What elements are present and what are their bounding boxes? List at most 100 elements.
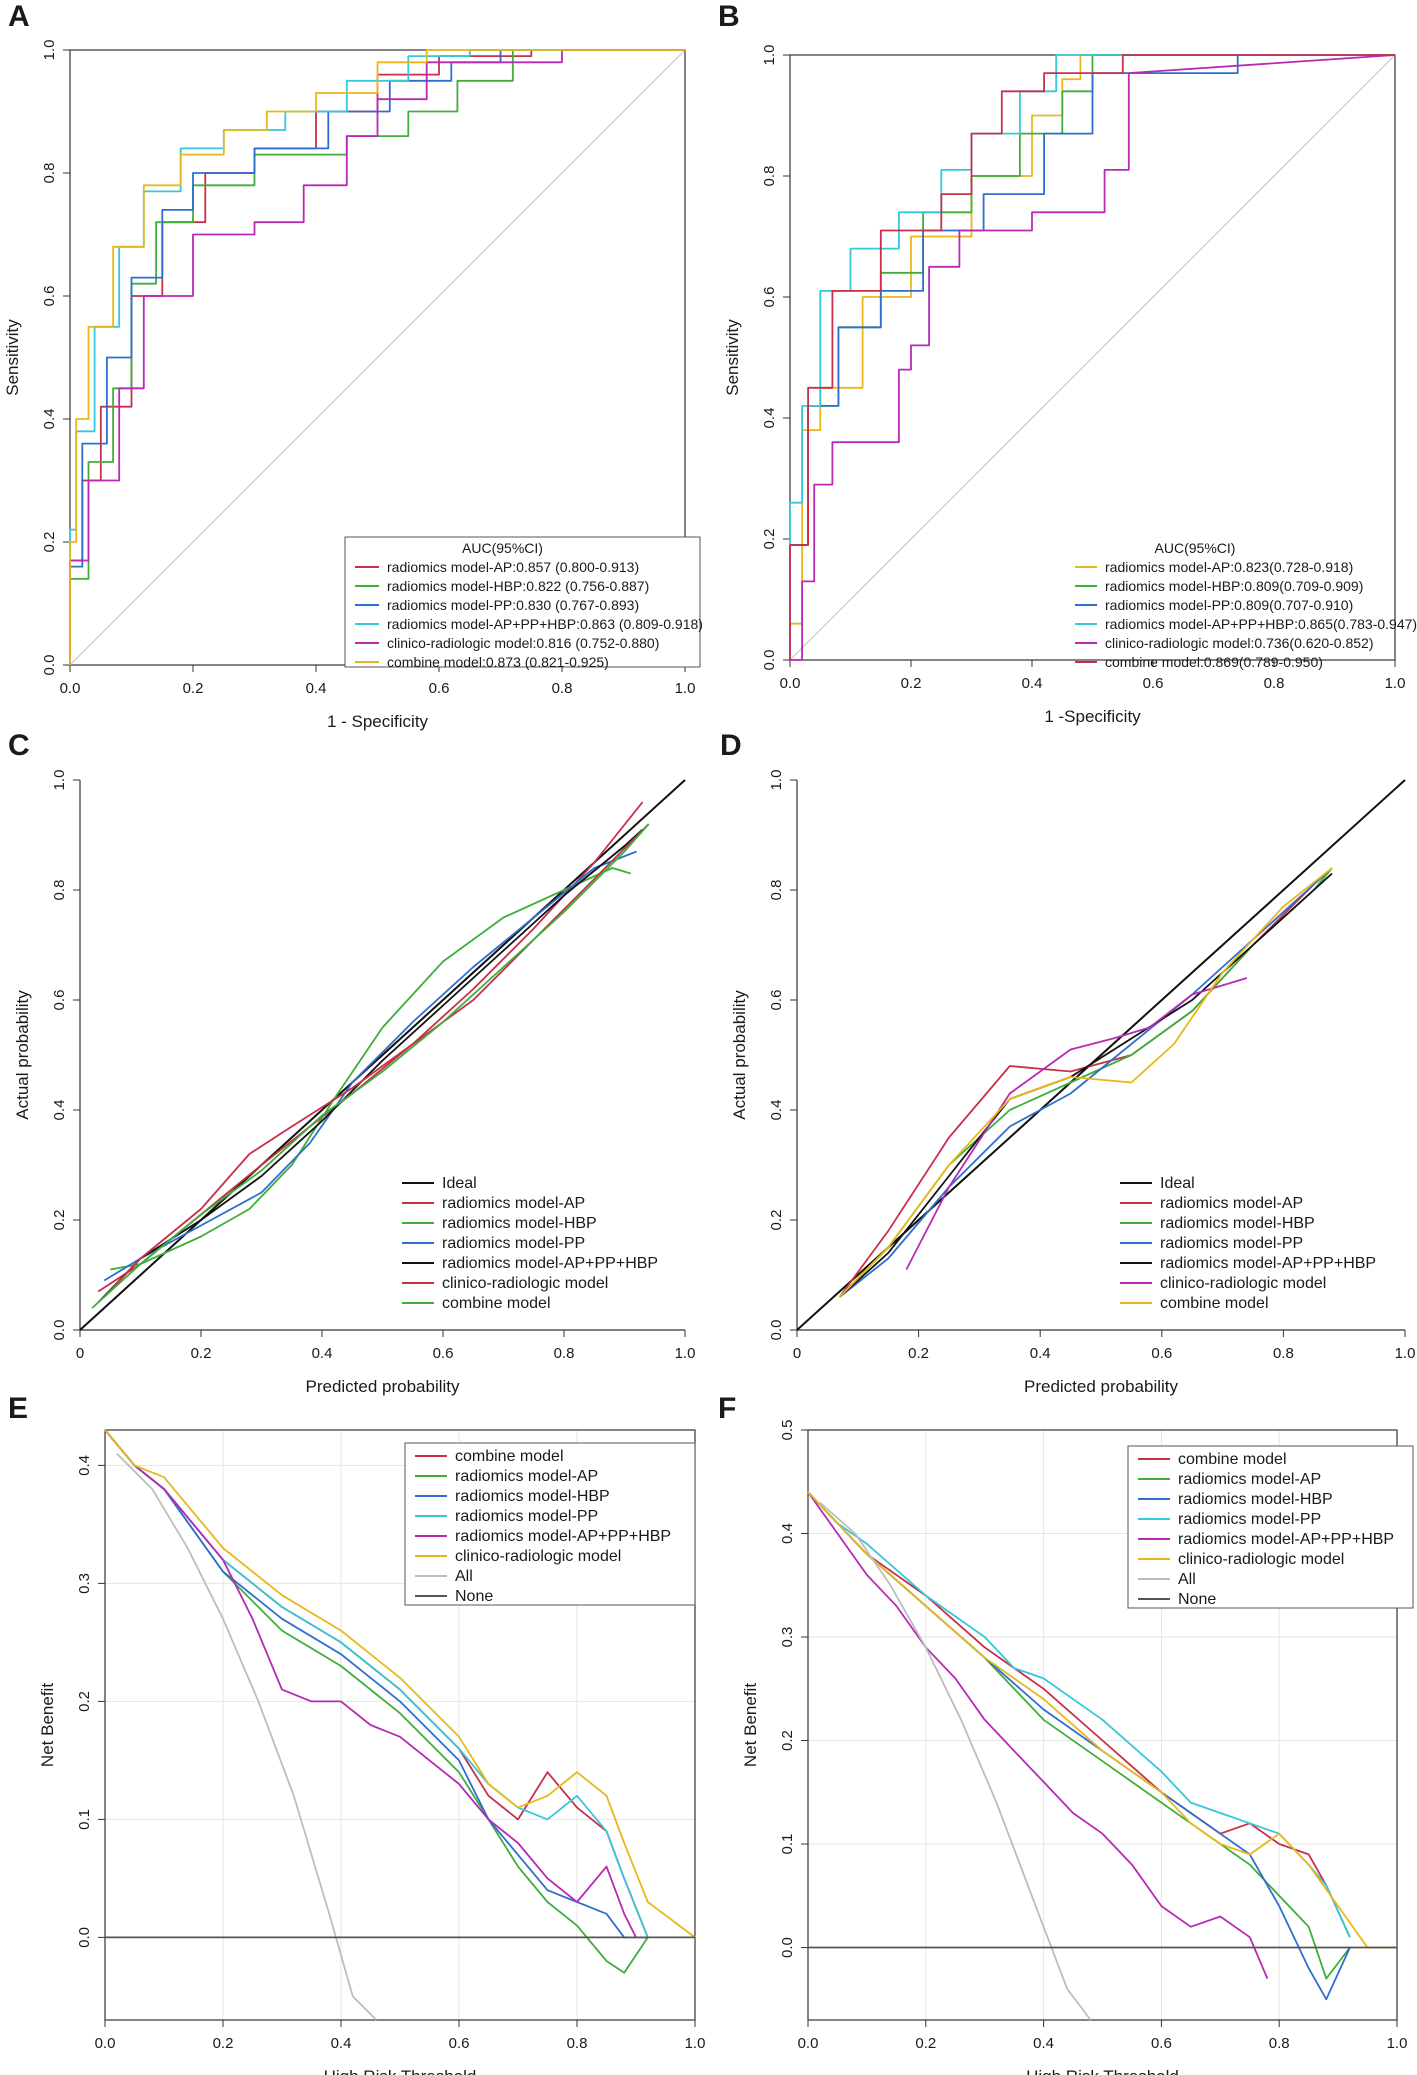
legend-box	[1127, 1445, 1414, 1609]
legend-entry: radiomics model-HBP	[1160, 1215, 1315, 1232]
y-tick-label: 0.0	[76, 1927, 93, 1948]
x-tick-label: 0.2	[191, 1345, 212, 1362]
legend-entry: None	[455, 1588, 493, 1605]
x-axis-label: 1 - Specificity	[327, 712, 429, 731]
panel-letter: F	[718, 1392, 736, 1425]
legend-entry: radiomics model-HBP:0.822 (0.756-0.887)	[387, 578, 649, 594]
x-tick-label: 0.0	[780, 675, 801, 692]
y-tick-label: 0.0	[779, 1937, 796, 1958]
y-tick-label: 0.8	[768, 880, 785, 901]
legend-entry: radiomics model-AP+PP+HBP	[455, 1528, 671, 1545]
series-line-1	[838, 867, 1333, 1298]
x-tick-label: 0.0	[95, 2035, 116, 2052]
legend-box	[404, 1442, 696, 1606]
x-tick-label: 0.2	[915, 2035, 936, 2052]
chart-panel-d: D 0 0.2 0.4 0.6 0.8 1.0 0.0 0.2 0.4 0.6 0.8 1.0 Predi…	[720, 729, 1415, 1396]
legend-entry: combine model:0.869(0.789-0.950)	[1105, 654, 1323, 670]
series-line-3	[69, 49, 685, 665]
x-tick-label: 0.6	[449, 2035, 470, 2052]
y-tick-label: 0.8	[761, 166, 778, 187]
x-tick-label: 0.2	[901, 675, 922, 692]
legend-entry: radiomics model-PP	[1160, 1235, 1303, 1252]
y-tick-label: 0.6	[768, 990, 785, 1011]
x-tick-label: 0.4	[331, 2035, 352, 2052]
legend-entry: clinico-radiologic model	[1160, 1275, 1326, 1292]
panel-letter: D	[720, 729, 742, 762]
legend-entry: All	[455, 1568, 473, 1585]
series-line-4	[790, 54, 1396, 661]
legend-entry: All	[1178, 1571, 1196, 1588]
legend-entry: radiomics model-AP+PP+HBP	[442, 1255, 658, 1272]
y-tick-label: 1.0	[768, 770, 785, 791]
x-axis-label: Predicted probability	[1024, 1377, 1179, 1396]
legend-entry: radiomics model-HBP	[455, 1488, 610, 1505]
x-tick-label: 0.0	[798, 2035, 819, 2052]
legend: Ideal radiomics model-AP radiomics model-H…	[1120, 1175, 1376, 1312]
y-tick-label: 0.2	[761, 529, 778, 550]
y-tick-label: 0.0	[768, 1320, 785, 1341]
x-tick-label: 0.8	[1264, 675, 1285, 692]
x-tick-label: 0.8	[554, 1345, 575, 1362]
legend: combine model radiomics model-AP radiomics…	[404, 1442, 696, 1606]
plot-frame	[807, 1429, 1398, 2021]
series-line-5	[104, 1429, 696, 1939]
y-tick-label: 0.3	[779, 1627, 796, 1648]
y-axis-label: Net Benefit	[741, 1683, 760, 1767]
y-tick-label: 0.4	[41, 409, 58, 430]
legend-title: AUC(95%CI)	[1155, 540, 1236, 556]
legend-entry: clinico-radiologic model	[455, 1548, 621, 1565]
legend-entry: radiomics model-PP:0.809(0.707-0.910)	[1105, 597, 1353, 613]
legend-entry: radiomics model-AP+PP+HBP	[1178, 1531, 1394, 1548]
series-line-6	[91, 823, 650, 1309]
series-line-3	[839, 867, 1333, 1298]
y-axis-label: Net Benefit	[38, 1683, 57, 1767]
legend-entry: radiomics model-AP+PP+HBP	[1160, 1255, 1376, 1272]
series-line-0	[796, 779, 1406, 1331]
x-tick-label: 0	[76, 1345, 84, 1362]
legend-entry: radiomics model-HBP:0.809(0.709-0.909)	[1105, 578, 1363, 594]
x-tick-label: 0.6	[429, 680, 450, 697]
series-line-5	[905, 977, 1248, 1270]
x-tick-label: 0.8	[1269, 2035, 1290, 2052]
series-line-5	[807, 1491, 1397, 1949]
y-axis-label: Sensitivity	[723, 319, 742, 396]
x-tick-label: 1.0	[675, 680, 696, 697]
series-line-0	[79, 779, 686, 1331]
legend-entry: radiomics model-AP	[1178, 1471, 1321, 1488]
x-axis-label: 1 -Specificity	[1044, 707, 1141, 726]
reference-diagonal	[789, 54, 1396, 661]
series-line-4	[69, 49, 685, 665]
y-tick-label: 0.8	[51, 880, 68, 901]
y-tick-label: 0.4	[768, 1100, 785, 1121]
legend-entry: radiomics model-PP	[442, 1235, 585, 1252]
series-line-4	[838, 872, 1333, 1298]
x-tick-label: 0.0	[60, 680, 81, 697]
legend-entry: clinico-radiologic model	[442, 1275, 608, 1292]
x-tick-label: 1.0	[1385, 675, 1406, 692]
plot-frame	[104, 1429, 696, 2021]
y-tick-label: 1.0	[761, 45, 778, 66]
legend-entry: combine model	[1178, 1451, 1287, 1468]
legend-entry: combine model	[442, 1295, 551, 1312]
x-tick-label: 0.8	[552, 680, 573, 697]
panel-letter: E	[8, 1392, 28, 1425]
chart-panel-f: F 0.0 0.2 0.4 0.6 0.8 1.0 0.0 0.1 0.2 0.3 0.4 0.5 Hig…	[718, 1392, 1414, 2075]
x-tick-label: 0.4	[1033, 2035, 1054, 2052]
chart-panel-e: E 0.0 0.2 0.4 0.6 0.8 1.0 0.0 0.1 0.2 0.3 0.4 High R…	[8, 1392, 705, 2075]
y-tick-label: 0.4	[779, 1523, 796, 1544]
y-tick-label: 0.0	[41, 655, 58, 676]
y-tick-label: 0.4	[761, 408, 778, 429]
panel-letter: B	[718, 0, 740, 33]
x-tick-label: 1.0	[1387, 2035, 1408, 2052]
y-tick-label: 0.2	[76, 1691, 93, 1712]
x-tick-label: 0.4	[1022, 675, 1043, 692]
series-line-5	[69, 49, 685, 665]
panel-letter: A	[8, 0, 30, 33]
reference-diagonal	[69, 49, 686, 666]
legend-entry: None	[1178, 1591, 1216, 1608]
x-tick-label: 1.0	[685, 2035, 706, 2052]
legend-entry: clinico-radiologic model	[1178, 1551, 1344, 1568]
y-axis-label: Actual probability	[730, 990, 749, 1120]
panel-letter: C	[8, 729, 30, 762]
